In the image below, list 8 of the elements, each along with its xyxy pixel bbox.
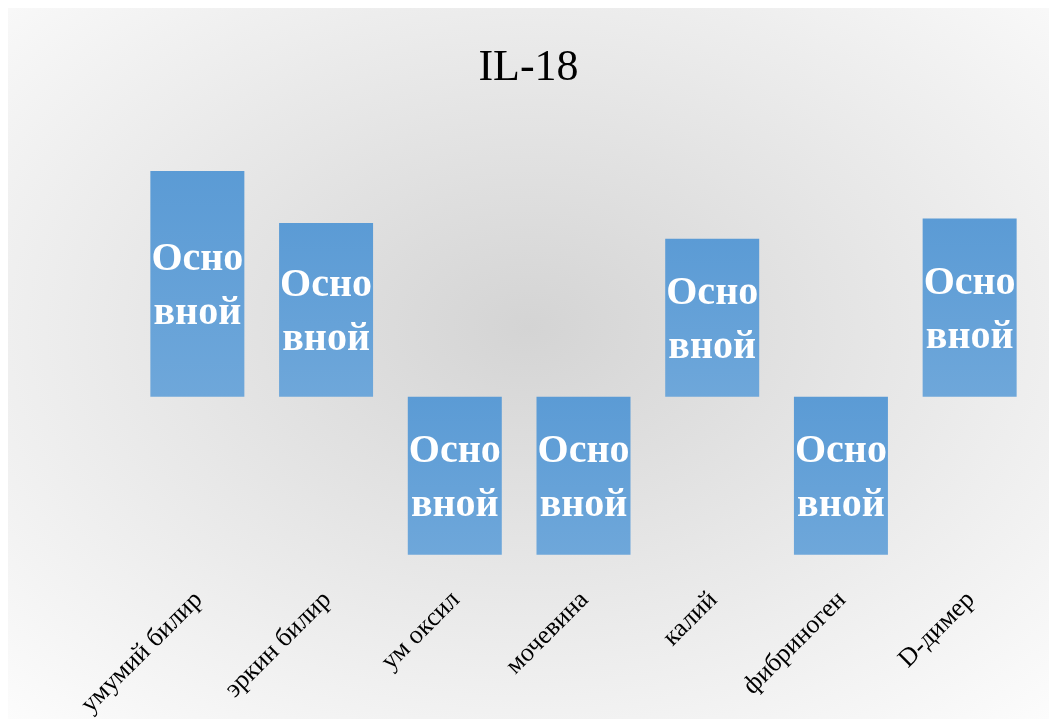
text: Основной <box>923 258 1016 358</box>
text: Основной <box>151 234 244 334</box>
text: Основной <box>280 260 373 360</box>
text: Основной <box>794 426 887 526</box>
text: Основной <box>537 426 630 526</box>
text: Основной <box>666 268 759 368</box>
series-label: Основной <box>408 426 501 526</box>
chart-title: IL-18 <box>478 40 579 90</box>
